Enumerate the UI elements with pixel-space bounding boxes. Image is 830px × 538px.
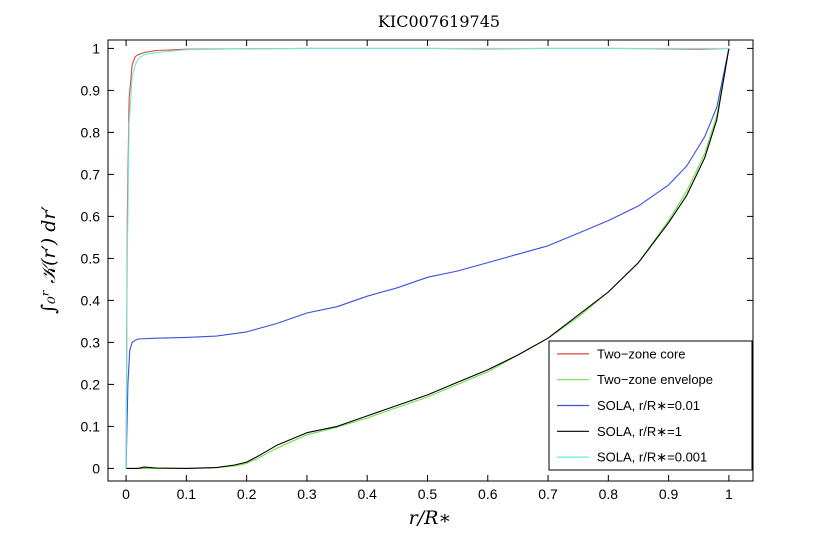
x-tick-label: 0.6 xyxy=(478,486,498,502)
y-tick-label: 0.1 xyxy=(81,418,101,434)
legend-label: Two−zone core xyxy=(597,346,686,361)
y-tick-label: 0.6 xyxy=(81,208,101,224)
y-tick-label: 0.4 xyxy=(81,292,101,308)
legend-label: Two−zone envelope xyxy=(597,372,713,387)
y-tick-label: 0.3 xyxy=(81,334,101,350)
y-tick-label: 0.2 xyxy=(81,376,101,392)
series-line-4 xyxy=(125,47,729,469)
series-line-2 xyxy=(125,48,730,469)
y-tick-label: 0.9 xyxy=(81,82,101,98)
legend-label: SOLA, r/R∗=0.001 xyxy=(597,450,707,465)
series-lines xyxy=(125,47,730,469)
x-tick-label: 1 xyxy=(725,486,733,502)
y-tick-label: 0.5 xyxy=(81,250,101,266)
legend-label: SOLA, r/R∗=1 xyxy=(597,424,682,439)
legend: Two−zone core Two−zone envelope SOLA, r/R∗… xyxy=(548,340,753,471)
x-tick-label: 0.7 xyxy=(538,486,558,502)
legend-label: SOLA, r/R∗=0.01 xyxy=(597,398,700,413)
x-tick-label: 0.4 xyxy=(357,486,377,502)
x-tick-label: 0.5 xyxy=(418,486,438,502)
x-tick-label: 0.9 xyxy=(659,486,679,502)
x-tick-label: 0.8 xyxy=(599,486,619,502)
y-tick-label: 0.8 xyxy=(81,124,101,140)
y-tick-label: 0 xyxy=(92,460,100,476)
x-tick-label: 0.2 xyxy=(237,486,257,502)
x-axis-label: r/R∗ xyxy=(409,507,452,529)
axis-ticks: 0 0.1 0.2 0.3 0.4 0.5 0.6 0.7 0.8 0.9 1 0 0.1 0.2 0.3 0… xyxy=(81,40,753,502)
x-tick-label: 0.3 xyxy=(297,486,317,502)
series-line-1 xyxy=(126,48,730,469)
series-line-3 xyxy=(126,48,730,469)
y-axis-label: ∫₀ʳ 𝒦(r′) dr′ xyxy=(38,206,60,314)
x-tick-label: 0 xyxy=(122,486,130,502)
y-tick-label: 1 xyxy=(92,40,100,56)
y-tick-label: 0.7 xyxy=(81,166,101,182)
x-tick-label: 0.1 xyxy=(177,486,197,502)
chart-title: KIC007619745 xyxy=(378,12,500,31)
